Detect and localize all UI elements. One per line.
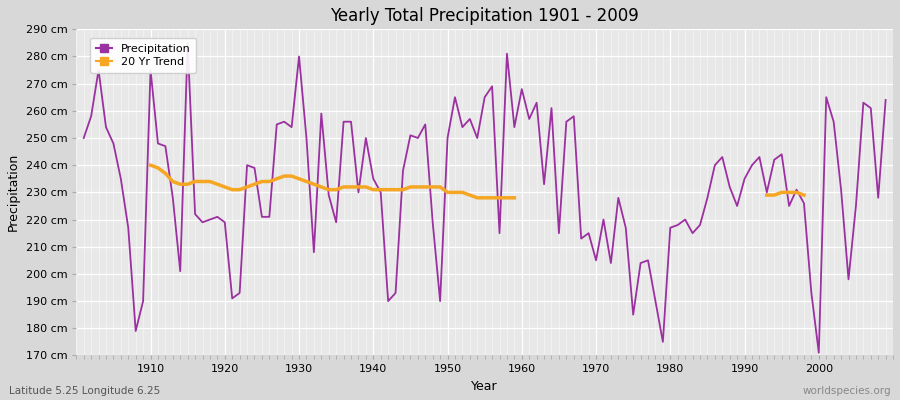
Text: Latitude 5.25 Longitude 6.25: Latitude 5.25 Longitude 6.25 bbox=[9, 386, 160, 396]
Legend: Precipitation, 20 Yr Trend: Precipitation, 20 Yr Trend bbox=[90, 38, 196, 72]
Text: worldspecies.org: worldspecies.org bbox=[803, 386, 891, 396]
Title: Yearly Total Precipitation 1901 - 2009: Yearly Total Precipitation 1901 - 2009 bbox=[330, 7, 639, 25]
Y-axis label: Precipitation: Precipitation bbox=[7, 153, 20, 232]
X-axis label: Year: Year bbox=[472, 380, 498, 393]
